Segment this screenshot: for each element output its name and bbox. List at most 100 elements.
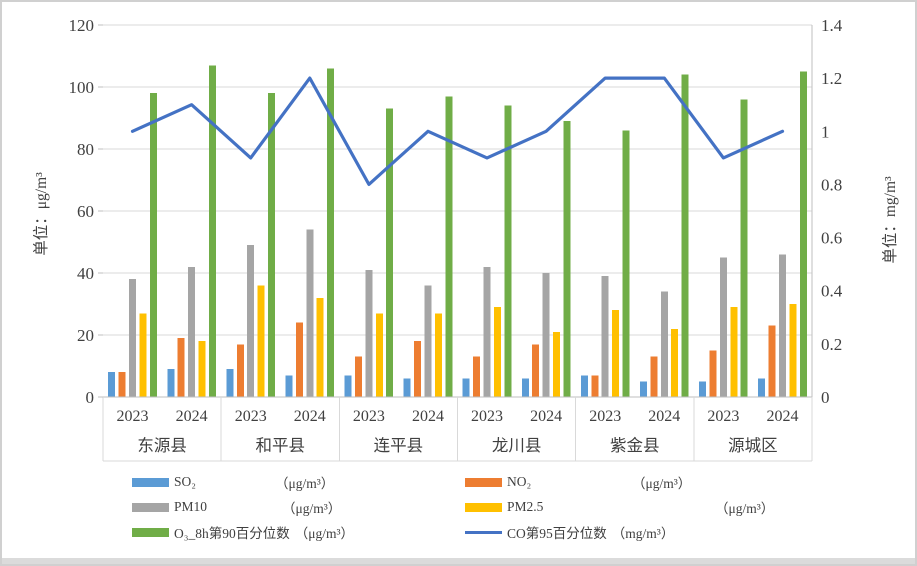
bar-O₃_8h第90百分位数 [208, 65, 216, 398]
legend-item-o3: O₃_8h第90百分位数 （μg/m³） [132, 524, 465, 541]
o3-swatch [132, 527, 169, 537]
bar-PM10 [601, 276, 609, 397]
window-bottom-edge [2, 558, 915, 564]
left-axis-tick-label: 0 [86, 388, 95, 407]
year-label: 2024 [767, 408, 799, 425]
bar-NO₂ [118, 372, 126, 397]
chart-legend: SO₂ （μg/m³） NO₂ （μg/m³） PM10 （μg/m³） PM2… [132, 474, 832, 541]
bar-PM10 [306, 229, 314, 397]
bar-PM10 [365, 269, 373, 397]
right-axis-tick-label: 1.2 [821, 69, 842, 88]
year-label: 2024 [648, 408, 680, 425]
bar-NO₂ [414, 341, 422, 397]
right-axis-tick-label: 1 [821, 122, 830, 141]
right-axis-tick-label: 0.2 [821, 335, 842, 354]
bar-O₃_8h第90百分位数 [622, 130, 630, 397]
bar-SO₂ [640, 381, 647, 397]
bar-PM2.5 [375, 313, 383, 397]
bar-PM2.5 [553, 331, 560, 397]
air-quality-chart: 0 20 40 60 80 100 120 0 0.2 0.4 0.6 0.8 1 1.2 1.4 2023 2… [32, 16, 899, 462]
bar-NO₂ [709, 350, 717, 397]
county-label: 源城区 [728, 436, 778, 455]
bar-PM10 [483, 266, 491, 397]
bar-PM10 [247, 245, 255, 397]
legend-item-so2: SO₂ （μg/m³） [132, 474, 465, 491]
legend-item-pm25: PM2.5 （μg/m³） [465, 499, 832, 516]
bar-O₃_8h第90百分位数 [445, 96, 453, 398]
bar-O₃_8h第90百分位数 [504, 105, 512, 397]
bar-PM10 [424, 285, 432, 397]
year-label: 2024 [294, 408, 326, 425]
bar-PM10 [129, 279, 136, 397]
so2-swatch [132, 477, 169, 487]
left-axis-tick-label: 120 [69, 16, 95, 35]
bar-PM2.5 [612, 310, 620, 397]
bar-NO₂ [236, 344, 244, 397]
county-label: 龙川县 [492, 436, 542, 455]
bar-NO₂ [532, 344, 540, 397]
bar-PM10 [542, 273, 550, 397]
bar-SO₂ [462, 378, 470, 397]
right-axis-tick-label: 0 [821, 388, 830, 407]
bar-O₃_8h第90百分位数 [149, 93, 157, 397]
co-line-swatch [465, 530, 502, 534]
right-axis-tick-label: 0.4 [821, 282, 843, 301]
legend-unit: （μg/m³） [715, 501, 775, 516]
bar-SO₂ [758, 378, 766, 397]
bar-SO₂ [108, 372, 116, 397]
bar-O₃_8h第90百分位数 [799, 71, 807, 397]
bar-NO₂ [355, 356, 362, 397]
year-label: 2023 [589, 408, 621, 425]
bar-PM2.5 [493, 307, 501, 397]
legend-label: O₃_8h第90百分位数 [174, 526, 290, 541]
year-label: 2024 [176, 408, 208, 425]
bar-SO₂ [580, 375, 588, 397]
legend-label: PM10 [174, 499, 208, 514]
pm10-swatch [132, 502, 169, 512]
bar-PM2.5 [730, 307, 738, 397]
bar-NO₂ [177, 338, 185, 397]
bar-PM10 [660, 291, 668, 397]
right-axis-tick-label: 0.6 [821, 229, 842, 248]
left-axis-tick-label: 60 [77, 202, 94, 221]
bar-SO₂ [699, 381, 707, 397]
bar-PM2.5 [434, 313, 442, 397]
legend-unit: （μg/m³） [632, 476, 692, 491]
bar-O₃_8h第90百分位数 [740, 99, 748, 398]
legend-item-pm10: PM10 （μg/m³） [132, 499, 465, 516]
legend-label: CO第95百分位数 [507, 526, 607, 541]
legend-label: PM2.5 [507, 499, 544, 514]
pm25-swatch [465, 502, 502, 512]
bar-O₃_8h第90百分位数 [681, 74, 689, 397]
bar-PM2.5 [257, 285, 265, 397]
legend-unit: （μg/m³） [294, 526, 355, 541]
year-label: 2023 [353, 408, 385, 425]
bar-PM2.5 [671, 328, 679, 397]
year-label: 2024 [412, 408, 444, 425]
legend-item-co: CO第95百分位数 （mg/m³） [465, 524, 832, 541]
bar-O₃_8h第90百分位数 [563, 121, 571, 397]
legend-unit: （mg/m³） [611, 526, 675, 541]
bar-NO₂ [591, 375, 599, 397]
bar-NO₂ [768, 325, 776, 397]
co-line [130, 76, 785, 186]
year-label: 2023 [471, 408, 503, 425]
bar-O₃_8h第90百分位数 [327, 68, 335, 398]
right-axis-title: 单位：mg/m³ [881, 176, 899, 264]
county-label: 东源县 [137, 436, 187, 455]
bar-O₃_8h第90百分位数 [386, 108, 394, 397]
bar-PM2.5 [789, 304, 797, 397]
right-axis-tick-label: 0.8 [821, 175, 842, 194]
no2-swatch [465, 477, 502, 487]
legend-unit: （μg/m³） [282, 501, 342, 516]
legend-unit: （μg/m³） [275, 476, 335, 491]
county-label: 和平县 [256, 436, 306, 455]
bar-PM10 [779, 254, 786, 397]
bar-PM2.5 [316, 297, 324, 397]
legend-item-no2: NO₂ （μg/m³） [465, 474, 832, 491]
bar-SO₂ [403, 378, 411, 397]
left-axis-title: 单位：μg/m³ [32, 172, 50, 256]
year-label: 2023 [235, 408, 267, 425]
right-axis-tick-label: 1.4 [821, 16, 843, 35]
